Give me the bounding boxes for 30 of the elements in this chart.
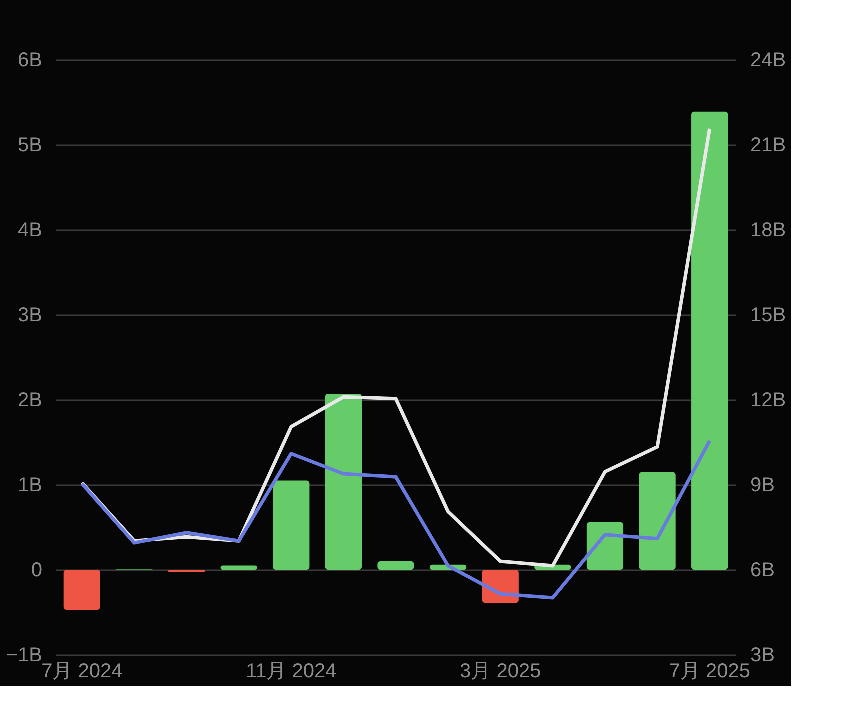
bar xyxy=(273,480,310,570)
y-tick-label: −1B xyxy=(6,644,42,666)
y2-tick-label: 24B xyxy=(750,50,786,72)
bar xyxy=(64,570,100,610)
x-tick-label: 7月 2024 xyxy=(42,660,123,682)
y2-tick-label: 15B xyxy=(750,304,786,326)
bar xyxy=(586,522,624,570)
y-tick-label: 2B xyxy=(18,390,42,412)
y-tick-label: 6B xyxy=(18,50,42,72)
y-tick-label: 5B xyxy=(18,134,42,156)
y2-tick-label: 18B xyxy=(750,220,786,242)
y-tick-label: 0 xyxy=(31,560,42,582)
y-tick-label: 4B xyxy=(18,220,42,242)
bar xyxy=(325,394,362,570)
bar xyxy=(168,570,206,573)
y2-tick-label: 6B xyxy=(750,560,775,582)
y2-tick-label: 3B xyxy=(750,644,775,666)
y2-tick-label: 9B xyxy=(750,474,775,496)
x-tick-label: 7月 2025 xyxy=(669,660,750,682)
bar xyxy=(378,562,414,570)
bar xyxy=(639,472,676,570)
y-tick-label: 3B xyxy=(18,304,42,326)
x-tick-label: 3月 2025 xyxy=(460,660,542,682)
bar xyxy=(692,112,728,570)
line-series xyxy=(80,439,712,600)
y-tick-label: 1B xyxy=(18,474,42,496)
bar xyxy=(220,566,258,570)
y2-tick-label: 21B xyxy=(750,134,786,156)
y2-tick-label: 12B xyxy=(750,390,786,412)
x-tick-label: 11月 2024 xyxy=(246,660,337,682)
